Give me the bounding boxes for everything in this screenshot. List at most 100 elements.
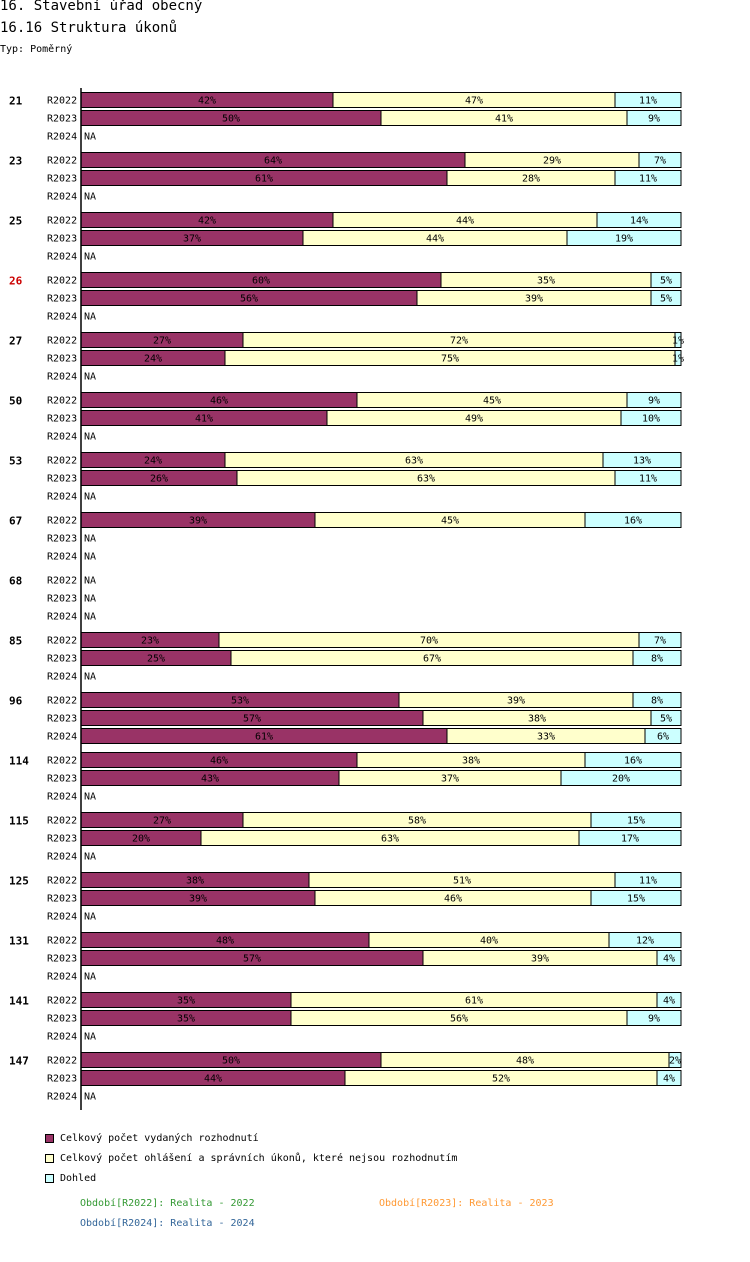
bar-value-label: 20% xyxy=(132,834,150,845)
period-label: R2024 xyxy=(47,792,77,803)
bar-segment xyxy=(632,692,682,708)
bar-value-label: 64% xyxy=(264,156,282,167)
period-label: R2024 xyxy=(47,1092,77,1103)
bar-segment xyxy=(668,1052,682,1068)
na-label: NA xyxy=(84,576,96,587)
period-label: R2022 xyxy=(47,96,77,107)
bar-segment xyxy=(614,92,682,108)
bar-value-label: 51% xyxy=(453,876,471,887)
group-label-115: 115 xyxy=(9,815,29,828)
bar-value-label: 57% xyxy=(243,714,261,725)
bar-segment xyxy=(560,770,682,786)
bar-value-label: 5% xyxy=(660,276,672,287)
legend-swatch-supervision xyxy=(45,1174,54,1183)
bar-segment xyxy=(626,392,682,408)
bar-value-label: 39% xyxy=(507,696,525,707)
bar-value-label: 11% xyxy=(639,474,657,485)
period-label: R2022 xyxy=(47,516,77,527)
legend-item-decisions: Celkový počet vydaných rozhodnutí xyxy=(45,1133,259,1144)
period-label: R2023 xyxy=(47,414,77,425)
period-label: R2023 xyxy=(47,234,77,245)
bar-value-label: 56% xyxy=(450,1014,468,1025)
group-label-53: 53 xyxy=(9,455,22,468)
legend-swatch-decisions xyxy=(45,1134,54,1143)
period-label: R2023 xyxy=(47,894,77,905)
bar-segment xyxy=(674,350,682,366)
bar-value-label: 63% xyxy=(381,834,399,845)
legend-label-notifications: Celkový počet ohlášení a správních úkonů… xyxy=(60,1153,458,1164)
group-label-131: 131 xyxy=(9,935,29,948)
bar-value-label: 1% xyxy=(672,354,684,365)
bar-value-label: 7% xyxy=(654,156,666,167)
bar-segment xyxy=(584,752,682,768)
bar-segment xyxy=(614,872,682,888)
bar-segment xyxy=(578,830,682,846)
bar-value-label: 35% xyxy=(177,996,195,1007)
bar-value-label: 50% xyxy=(222,1056,240,1067)
bar-value-label: 39% xyxy=(189,894,207,905)
period-label: R2024 xyxy=(47,732,77,743)
period-label: R2023 xyxy=(47,174,77,185)
period-label: R2024 xyxy=(47,132,77,143)
na-label: NA xyxy=(84,1092,96,1103)
period-label: R2023 xyxy=(47,1014,77,1025)
bar-value-label: 37% xyxy=(183,234,201,245)
period-label: R2023 xyxy=(47,954,77,965)
period-label: R2022 xyxy=(47,816,77,827)
bar-segment xyxy=(650,272,682,288)
group-label-96: 96 xyxy=(9,695,23,708)
bar-value-label: 53% xyxy=(231,696,249,707)
bar-value-label: 41% xyxy=(195,414,213,425)
bar-value-label: 1% xyxy=(672,336,684,347)
bar-value-label: 11% xyxy=(639,876,657,887)
bar-segment xyxy=(674,332,682,348)
bar-value-label: 40% xyxy=(480,936,498,947)
bar-segment xyxy=(638,632,682,648)
bar-segment xyxy=(638,152,682,168)
bar-value-label: 52% xyxy=(492,1074,510,1085)
bar-value-label: 17% xyxy=(621,834,639,845)
period-label: R2024 xyxy=(47,852,77,863)
bar-value-label: 9% xyxy=(648,396,660,407)
bar-value-label: 45% xyxy=(441,516,459,527)
period-label: R2022 xyxy=(47,456,77,467)
bar-value-label: 39% xyxy=(531,954,549,965)
bar-value-label: 50% xyxy=(222,114,240,125)
bar-value-label: 61% xyxy=(255,732,273,743)
bar-value-label: 49% xyxy=(465,414,483,425)
bar-value-label: 26% xyxy=(150,474,168,485)
legend-item-supervision: Dohled xyxy=(45,1173,96,1184)
bar-segment xyxy=(596,212,682,228)
bar-value-label: 11% xyxy=(639,96,657,107)
period-label: R2023 xyxy=(47,474,77,485)
page-title: 16. Stavební úřad obecný xyxy=(0,0,203,14)
group-label-141: 141 xyxy=(9,995,29,1008)
bar-value-label: 4% xyxy=(663,996,675,1007)
bar-value-label: 7% xyxy=(654,636,666,647)
period-label: R2024 xyxy=(47,252,77,263)
period-label: R2023 xyxy=(47,774,77,785)
period-note-r2024: Období[R2024]: Realita - 2024 xyxy=(80,1218,255,1229)
bar-value-label: 5% xyxy=(660,714,672,725)
bar-value-label: 43% xyxy=(201,774,219,785)
bar-value-label: 10% xyxy=(642,414,660,425)
bar-segment xyxy=(614,170,682,186)
bar-value-label: 46% xyxy=(210,396,228,407)
bar-value-label: 72% xyxy=(450,336,468,347)
na-label: NA xyxy=(84,912,96,923)
legend-item-notifications: Celkový počet ohlášení a správních úkonů… xyxy=(45,1153,457,1164)
period-label: R2022 xyxy=(47,336,77,347)
bar-value-label: 15% xyxy=(627,816,645,827)
bar-value-label: 27% xyxy=(153,336,171,347)
bar-value-label: 33% xyxy=(537,732,555,743)
bar-value-label: 5% xyxy=(660,294,672,305)
period-note-r2023: Období[R2023]: Realita - 2023 xyxy=(379,1198,554,1209)
bar-value-label: 39% xyxy=(189,516,207,527)
period-label: R2022 xyxy=(47,996,77,1007)
bar-value-label: 12% xyxy=(636,936,654,947)
bar-value-label: 67% xyxy=(423,654,441,665)
bar-value-label: 2% xyxy=(669,1056,681,1067)
period-label: R2024 xyxy=(47,372,77,383)
bar-value-label: 4% xyxy=(663,954,675,965)
bar-value-label: 48% xyxy=(516,1056,534,1067)
